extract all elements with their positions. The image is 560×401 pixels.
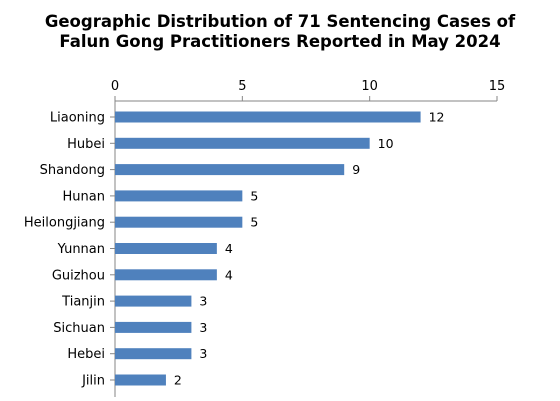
- data-label: 3: [199, 346, 207, 361]
- bar: [115, 164, 345, 176]
- x-tick-label: 15: [489, 79, 506, 94]
- data-label: 4: [225, 241, 233, 256]
- data-label: 4: [225, 267, 233, 282]
- chart-title: Geographic Distribution of 71 Sentencing…: [0, 12, 560, 52]
- data-label: 9: [352, 162, 360, 177]
- chart-title-line-1: Geographic Distribution of 71 Sentencing…: [44, 12, 516, 31]
- bar: [115, 216, 243, 228]
- category-label: Liaoning: [50, 111, 105, 126]
- data-label: 2: [174, 373, 182, 388]
- x-tick-label: 0: [111, 79, 119, 94]
- category-label: Jilin: [81, 374, 105, 389]
- bar: [115, 137, 370, 149]
- category-label: Guizhou: [52, 268, 105, 283]
- data-label: 3: [199, 320, 207, 335]
- bar: [115, 321, 192, 333]
- bar: [115, 269, 217, 281]
- bar: [115, 295, 192, 307]
- x-tick-label: 5: [238, 79, 246, 94]
- category-label: Sichuan: [53, 321, 105, 336]
- bar: [115, 243, 217, 254]
- x-tick-label: 10: [361, 79, 378, 94]
- data-label: 5: [250, 215, 258, 230]
- category-label: Hunan: [63, 189, 105, 204]
- bar: [115, 348, 192, 360]
- category-label: Heilongjiang: [24, 216, 105, 231]
- bar: [115, 190, 243, 202]
- data-label: 10: [378, 136, 394, 151]
- bar: [115, 111, 421, 123]
- category-label: Hubei: [67, 137, 105, 152]
- category-label: Tianjin: [61, 295, 105, 310]
- category-label: Shandong: [40, 163, 105, 178]
- category-label: Hebei: [67, 347, 105, 362]
- category-label: Yunnan: [57, 242, 105, 257]
- data-label: 3: [199, 294, 207, 309]
- data-label: 5: [250, 188, 258, 203]
- bar: [115, 374, 166, 386]
- data-label: 12: [429, 110, 445, 125]
- chart-title-line-2: Falun Gong Practitioners Reported in May…: [59, 32, 501, 51]
